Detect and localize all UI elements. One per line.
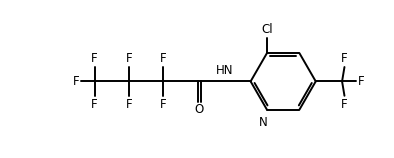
Text: F: F	[160, 98, 167, 111]
Text: Cl: Cl	[261, 23, 273, 36]
Text: N: N	[259, 116, 268, 129]
Text: F: F	[91, 52, 98, 65]
Text: F: F	[72, 75, 79, 88]
Text: O: O	[195, 103, 204, 116]
Text: F: F	[126, 52, 132, 65]
Text: F: F	[341, 98, 348, 111]
Text: F: F	[358, 75, 364, 88]
Text: F: F	[126, 98, 132, 111]
Text: HN: HN	[216, 64, 233, 77]
Text: F: F	[160, 52, 167, 65]
Text: F: F	[91, 98, 98, 111]
Text: F: F	[341, 52, 348, 65]
